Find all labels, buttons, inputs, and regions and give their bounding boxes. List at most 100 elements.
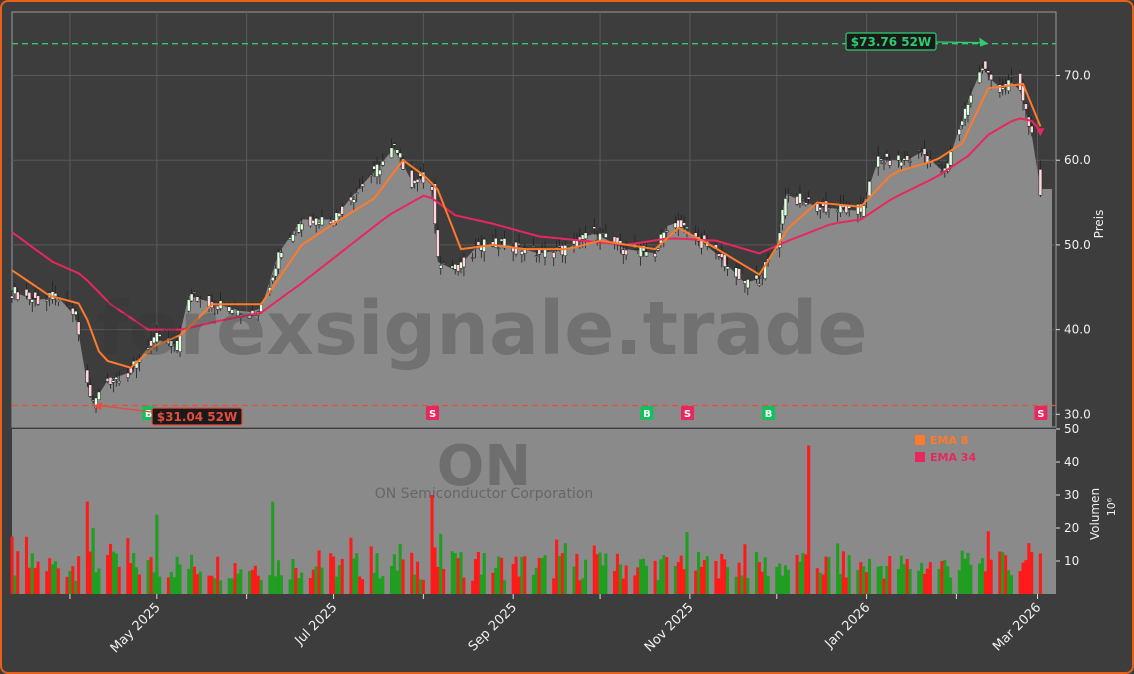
volume-bar [108,543,113,594]
volume-tick-label: 10 [1064,554,1079,568]
candle-body [340,206,345,215]
date-tick-label: Sep 2025 [466,600,520,654]
candle-body [598,233,602,241]
volume-bar [734,576,738,594]
candle-body [948,151,953,166]
candle-body [299,223,304,231]
candle-body [320,216,324,226]
volume-bar [523,556,527,594]
volume-bar [456,558,460,594]
volume-bar [983,571,987,594]
candle-body [337,212,342,217]
volume-bar [16,551,20,594]
volume-bar [274,576,278,594]
volume-bar [65,576,69,594]
candle-body [517,243,521,246]
candle-body [189,293,194,302]
candle-body [294,229,298,231]
volume-bar [786,569,790,594]
volume-bar [949,577,953,594]
candle-body [780,209,785,225]
candle-body [117,381,121,384]
volume-bar [207,575,211,594]
candle-body [963,108,967,120]
volume-bar [355,553,359,594]
volume-bar [68,570,72,594]
candle-body [372,165,376,170]
volume-bar [859,562,863,594]
volume-bar [963,558,967,594]
candle-body [572,240,576,245]
candle-body [803,202,808,206]
volume-bar [71,566,75,594]
volume-bar [856,570,860,594]
legend-swatch [915,452,925,462]
volume-bar [45,571,49,594]
candle-body [1038,169,1043,196]
volume-bar [624,565,628,594]
candle-body [835,210,840,212]
volume-bar [53,561,57,594]
volume-bar [639,559,643,594]
volume-bar [401,559,405,594]
volume-bar [378,578,382,594]
candle-body [433,183,437,225]
volume-bar [33,567,37,594]
volume-bar [230,578,234,594]
volume-bar [679,555,683,594]
volume-bar [288,579,292,594]
volume-bar [534,567,538,594]
volume-unit-label: 10⁶ [1105,497,1118,516]
volume-bar [673,566,677,594]
candle-body [76,321,81,335]
candle-body [357,187,362,189]
volume-bar [111,551,115,594]
volume-bar [360,579,365,594]
candle-body [13,286,17,295]
signal-label: S [429,409,436,420]
volume-bar [178,564,182,594]
candle-body [679,219,683,228]
volume-bar [166,577,170,594]
candle-body [795,196,799,205]
volume-bar [175,556,179,594]
volume-bar [352,558,356,594]
candle-body [198,298,203,300]
volume-bar [636,567,640,594]
volume-tick-label: 50 [1064,422,1079,436]
volume-bar [320,567,324,594]
candle-body [885,153,889,158]
date-tick-label: May 2025 [108,600,164,656]
volume-bar [473,559,478,594]
volume-bar [656,580,660,594]
volume-bar [922,573,927,594]
volume-bar [248,571,252,594]
volume-bar [641,558,646,594]
price-tick-label: 40.0 [1064,323,1091,337]
candle-body [91,399,95,401]
volume-bar [838,574,843,594]
date-tick-label: Nov 2025 [642,600,697,655]
volume-bar [210,575,214,594]
candle-body [462,257,466,268]
volume-bar [807,445,811,594]
candle-body [551,252,556,259]
volume-bar [613,570,617,594]
volume-bar [88,551,92,594]
volume-bar [126,538,130,594]
candle-body [146,347,150,350]
volume-bar [268,575,272,594]
candle-body [827,207,831,209]
candle-body [1009,75,1014,78]
volume-bar [841,551,845,594]
candle-body [317,222,321,225]
candle-body [155,332,159,343]
volume-bar [844,577,848,594]
volume-bar [276,560,281,594]
candle-body [236,310,240,317]
candle-body [656,248,660,251]
candle-body [16,291,20,300]
volume-bar [1007,570,1011,594]
ema-end-arrow [1036,128,1045,137]
volume-bar [36,561,40,594]
